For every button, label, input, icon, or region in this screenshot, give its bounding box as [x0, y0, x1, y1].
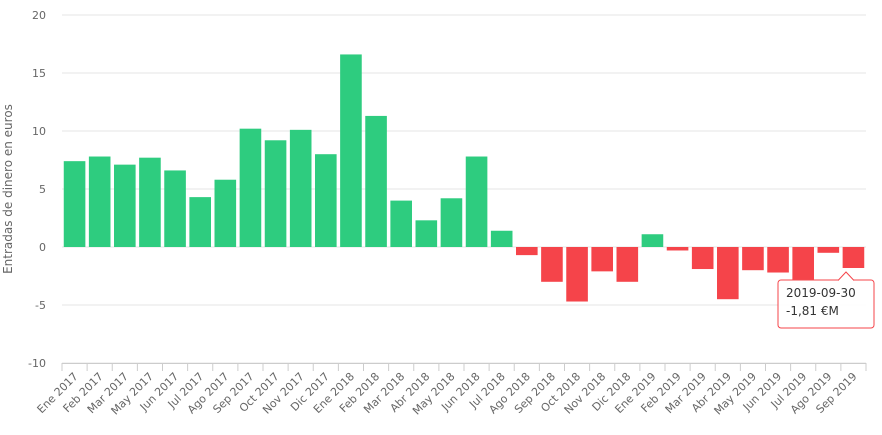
bar[interactable]	[139, 157, 161, 247]
bar[interactable]	[340, 54, 362, 247]
bar[interactable]	[541, 247, 563, 282]
y-tick-label: 15	[32, 67, 46, 80]
bars	[63, 54, 865, 302]
bar[interactable]	[817, 247, 840, 253]
y-tick-label: 5	[39, 183, 46, 196]
bar[interactable]	[315, 154, 337, 247]
y-axis-ticks: -10 -5 0 5 10 15 20	[28, 9, 46, 370]
bar[interactable]	[264, 140, 287, 247]
y-tick-label: 10	[32, 125, 46, 138]
bar[interactable]	[717, 247, 739, 300]
tooltip-pointer	[837, 271, 855, 281]
bar[interactable]	[164, 170, 186, 247]
bar[interactable]	[390, 200, 412, 247]
tooltip-box	[777, 279, 875, 329]
bar[interactable]	[415, 220, 438, 247]
bar[interactable]	[742, 247, 764, 271]
bar[interactable]	[114, 164, 136, 247]
bar[interactable]	[591, 247, 613, 272]
tooltip-value: -1,81 €M	[786, 304, 839, 318]
x-axis	[61, 363, 867, 371]
bar[interactable]	[465, 156, 488, 247]
bar[interactable]	[767, 247, 789, 273]
bar[interactable]	[289, 129, 312, 247]
bar[interactable]	[88, 156, 111, 247]
y-tick-label: 0	[39, 241, 46, 254]
bar[interactable]	[490, 230, 513, 247]
bar[interactable]	[842, 247, 865, 268]
y-tick-label: 20	[32, 9, 46, 22]
bar[interactable]	[239, 128, 262, 247]
tooltip-date: 2019-09-30	[786, 286, 856, 300]
bar[interactable]	[214, 179, 237, 247]
bar[interactable]	[792, 247, 814, 280]
y-axis-title: Entradas de dinero en euros	[1, 104, 15, 274]
bar[interactable]	[616, 247, 639, 282]
bar[interactable]	[189, 197, 211, 247]
bar[interactable]	[566, 247, 588, 302]
bar[interactable]	[666, 247, 689, 251]
y-tick-label: -5	[35, 299, 46, 312]
y-tick-label: -10	[28, 357, 46, 370]
bar[interactable]	[691, 247, 714, 270]
bar[interactable]	[516, 247, 538, 256]
bar[interactable]	[365, 115, 387, 247]
bar[interactable]	[63, 161, 86, 247]
bar[interactable]	[641, 234, 664, 247]
bar[interactable]	[440, 198, 463, 247]
tooltip: 2019-09-30 -1,81 €M	[777, 271, 875, 329]
